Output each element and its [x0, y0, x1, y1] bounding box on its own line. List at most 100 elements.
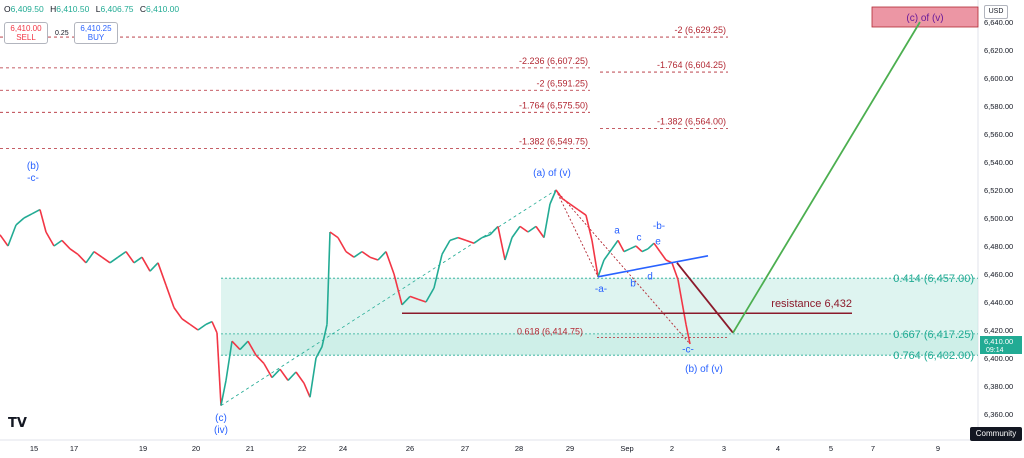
price-segment [659, 251, 667, 261]
price-segment [527, 225, 537, 233]
price-segment [197, 323, 207, 331]
price-segment [353, 250, 363, 258]
price-segment [535, 225, 545, 239]
fib-label: -1.764 (6,575.50) [519, 100, 588, 110]
price-segment [409, 295, 419, 300]
price-segment [441, 240, 451, 255]
price-segment [271, 368, 281, 379]
zone-label: 0.764 (6,402.00) [893, 350, 974, 362]
price-segment [0, 234, 9, 247]
price-segment [173, 307, 183, 320]
fib-label: -1.382 (6,549.75) [519, 136, 588, 146]
wave-label: (b) [27, 161, 39, 172]
price-segment [7, 224, 17, 247]
sell-button[interactable]: 6,410.00 SELL [4, 22, 48, 44]
x-tick-label: 2 [670, 444, 674, 453]
y-tick-label: 6,540.00 [984, 158, 1013, 167]
price-segment [465, 239, 475, 244]
price-segment [149, 262, 159, 272]
currency-selector[interactable]: USD [984, 5, 1008, 19]
price-segment [457, 236, 467, 242]
price-segment [216, 332, 222, 406]
price-segment [481, 234, 491, 239]
y-tick-label: 6,480.00 [984, 242, 1013, 251]
y-tick-label: 6,380.00 [984, 382, 1013, 391]
price-segment [449, 236, 459, 242]
x-tick-label: 7 [871, 444, 875, 453]
x-tick-label: 9 [936, 444, 940, 453]
fib-label: -2.236 (6,607.25) [519, 56, 588, 66]
price-segment [653, 242, 661, 253]
x-tick-label: 29 [566, 444, 574, 453]
price-segment [181, 318, 191, 326]
price-segment [337, 237, 347, 252]
price-segment [31, 208, 41, 215]
last-price-value: 6,410.00 [984, 337, 1013, 346]
fib-label: -1.764 (6,604.25) [657, 60, 726, 70]
price-segment [361, 250, 371, 258]
price-segment [561, 197, 571, 205]
price-segment [53, 239, 63, 247]
wave-label: (c) [215, 413, 227, 424]
price-segment [555, 189, 563, 199]
price-segment [417, 298, 427, 303]
y-tick-label: 6,640.00 [984, 18, 1013, 27]
buy-button[interactable]: 6,410.25 BUY [74, 22, 118, 44]
wave-label: d [647, 272, 653, 283]
x-tick-label: 3 [722, 444, 726, 453]
price-segment [157, 262, 167, 286]
price-segment [211, 321, 218, 334]
price-segment [239, 340, 249, 351]
price-segment [279, 368, 289, 381]
price-segment [433, 254, 443, 289]
fib-label: -2 (6,591.25) [536, 78, 588, 88]
x-tick-label: 15 [30, 444, 38, 453]
price-segment [489, 225, 499, 236]
price-segment [377, 251, 387, 261]
target-box-label: (c) of (v) [906, 13, 943, 24]
wave-connector [220, 189, 557, 406]
price-segment [591, 240, 599, 277]
price-segment [623, 248, 631, 253]
price-segment [369, 256, 379, 261]
community-button[interactable]: Community [970, 427, 1022, 441]
fib-label: -2 (6,629.25) [674, 25, 726, 35]
price-segment [287, 371, 297, 381]
x-tick-label: 17 [70, 444, 78, 453]
price-segment [231, 340, 241, 351]
y-tick-label: 6,500.00 [984, 214, 1013, 223]
last-price-countdown: 09:14 [986, 347, 1004, 354]
wave-label: c [637, 232, 642, 243]
price-segment [247, 340, 257, 356]
x-tick-label: 24 [339, 444, 347, 453]
price-segment [549, 189, 557, 205]
y-tick-label: 6,360.00 [984, 410, 1013, 419]
y-tick-label: 6,600.00 [984, 74, 1013, 83]
price-segment [329, 231, 339, 239]
tradingview-logo[interactable]: TV [8, 416, 27, 431]
price-segment [315, 346, 323, 359]
triangle-trendline [597, 255, 709, 278]
wave-label-sub: -c- [27, 173, 39, 184]
price-segment [385, 251, 395, 275]
price-segment [15, 217, 25, 226]
wave-connector [555, 189, 599, 277]
price-segment [519, 225, 529, 233]
price-segment [133, 256, 143, 264]
price-segment [504, 237, 513, 261]
price-segment [569, 203, 579, 211]
x-tick-label: 26 [406, 444, 414, 453]
wave-c-projection [732, 21, 921, 334]
price-segment [77, 253, 87, 264]
price-segment [69, 248, 79, 256]
x-tick-label: 19 [139, 444, 147, 453]
x-tick-label: 22 [298, 444, 306, 453]
wave-label: (a) of (v) [533, 168, 571, 179]
price-segment [641, 248, 649, 253]
price-segment [303, 382, 311, 398]
price-segment [39, 209, 47, 233]
price-segment [205, 320, 213, 326]
price-segment [617, 240, 625, 252]
wave-label: -b- [653, 221, 665, 232]
